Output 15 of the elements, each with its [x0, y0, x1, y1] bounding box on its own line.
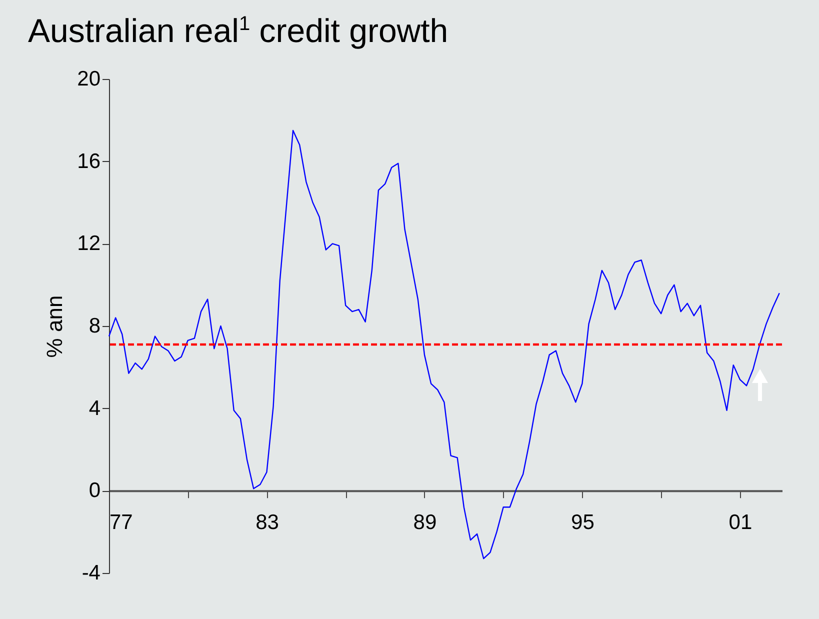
y-tick-label: 12 — [77, 232, 100, 256]
y-tick-label: 16 — [77, 150, 100, 173]
y-tick-label: 20 — [77, 68, 100, 90]
x-tick-label: 01 — [728, 511, 752, 534]
x-tick-label: 95 — [571, 511, 594, 534]
line-series — [108, 130, 780, 560]
x-tick-label: 77 — [110, 511, 133, 534]
y-tick-label: 4 — [88, 396, 101, 420]
x-tick-label: 83 — [256, 511, 279, 534]
y-axis-title: % ann — [42, 295, 68, 358]
chart-title: Australian real$^{1}$ credit growth — [28, 12, 448, 50]
y-tick-label: 8 — [88, 314, 100, 338]
y-tick-label: -4 — [82, 562, 101, 584]
y-tick-label: 0 — [88, 479, 100, 502]
x-tick-label: 89 — [413, 511, 437, 534]
